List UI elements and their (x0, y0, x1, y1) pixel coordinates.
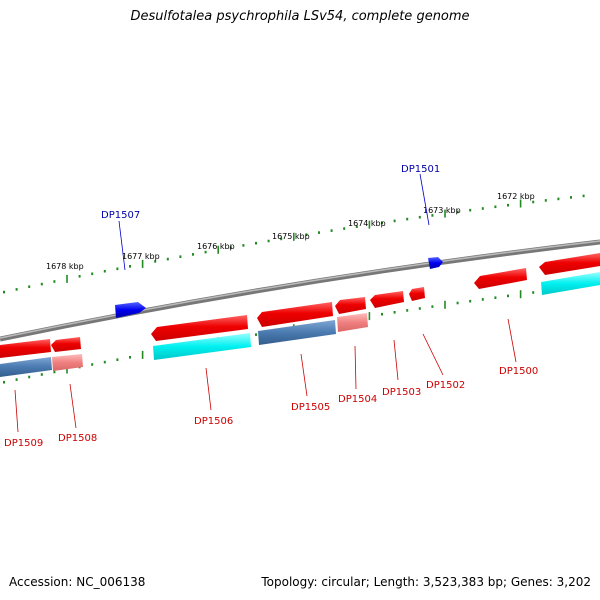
scale-label-1676: 1676 kbp (197, 242, 235, 251)
gene-label-DP1504[interactable]: DP1504 (338, 394, 377, 405)
scale-ticks-upper (3, 194, 585, 294)
gene-leader-line (422, 333, 444, 376)
gene-leader-line (419, 173, 430, 226)
gene-arrow[interactable] (0, 339, 51, 358)
gene-arrow[interactable] (428, 257, 443, 269)
gene-DP1502[interactable]: DP1502 (409, 287, 465, 391)
scale-label-1673: 1673 kbp (423, 206, 461, 215)
gene-shadow-steelblue (0, 357, 52, 377)
gene-DP1508[interactable]: DP1508 (51, 337, 97, 444)
scale-label-1675: 1675 kbp (272, 232, 310, 241)
gene-leader-line (507, 318, 517, 363)
gene-arrow[interactable] (51, 337, 81, 352)
accession-label: Accession: NC_006138 (9, 575, 146, 589)
gene-label-DP1509[interactable]: DP1509 (4, 438, 43, 449)
gene-label-DP1500[interactable]: DP1500 (499, 366, 538, 377)
gene-leader-line (354, 345, 357, 390)
gene-leader-line (300, 353, 308, 397)
gene-arrow[interactable] (115, 302, 146, 318)
gene-DP1506[interactable]: DP1506 (151, 315, 251, 427)
gene-DP1500[interactable]: DP1500 (474, 268, 538, 377)
genome-title: Desulfotalea psychrophila LSv54, complet… (130, 9, 470, 24)
scale-label-1677: 1677 kbp (122, 252, 160, 261)
gene-leader-line (118, 220, 126, 271)
genome-backbone-highlight (0, 240, 600, 339)
gene-arrow[interactable] (370, 291, 404, 308)
gene-label-DP1506[interactable]: DP1506 (194, 416, 233, 427)
gene-shadow-pink (52, 354, 83, 371)
gene-shadow-cyan (153, 333, 251, 360)
gene-leader-line (205, 367, 212, 411)
gene-DP1509[interactable]: DP1509 (0, 339, 52, 449)
gene-shadow-pink (337, 313, 368, 332)
gene-leader-line (14, 389, 19, 433)
gene-DP1507[interactable]: DP1507 (101, 210, 146, 318)
gene-DP1504[interactable]: DP1504 (335, 297, 377, 405)
gene-leader-line (393, 339, 399, 381)
gene-label-DP1503[interactable]: DP1503 (382, 387, 421, 398)
genome-info-label: Topology: circular; Length: 3,523,383 bp… (261, 575, 591, 589)
gene-arrow[interactable] (474, 268, 527, 289)
gene-shadow-cyan (541, 272, 600, 295)
gene-shadow-steelblue (258, 320, 336, 345)
gene-leader-line (69, 383, 77, 429)
gene-DP1501[interactable]: DP1501 (401, 164, 443, 269)
genome-backbone (0, 239, 600, 342)
gene-arrow[interactable] (151, 315, 248, 341)
gene-DP1503[interactable]: DP1503 (370, 291, 421, 398)
gene-label-DP1508[interactable]: DP1508 (58, 433, 97, 444)
scale-label-1672: 1672 kbp (497, 192, 535, 201)
gene-partial-right[interactable] (539, 253, 600, 295)
gene-label-DP1505[interactable]: DP1505 (291, 402, 330, 413)
gene-arrow[interactable] (257, 302, 333, 327)
gene-label-DP1502[interactable]: DP1502 (426, 380, 465, 391)
scale-label-1674: 1674 kbp (348, 219, 386, 228)
gene-label-DP1507[interactable]: DP1507 (101, 210, 140, 221)
gene-DP1505[interactable]: DP1505 (257, 302, 336, 413)
gene-label-DP1501[interactable]: DP1501 (401, 164, 440, 175)
gene-arrow[interactable] (539, 253, 600, 275)
gene-arrow[interactable] (335, 297, 366, 314)
gene-arrow[interactable] (409, 287, 425, 301)
scale-label-1678: 1678 kbp (46, 262, 84, 271)
